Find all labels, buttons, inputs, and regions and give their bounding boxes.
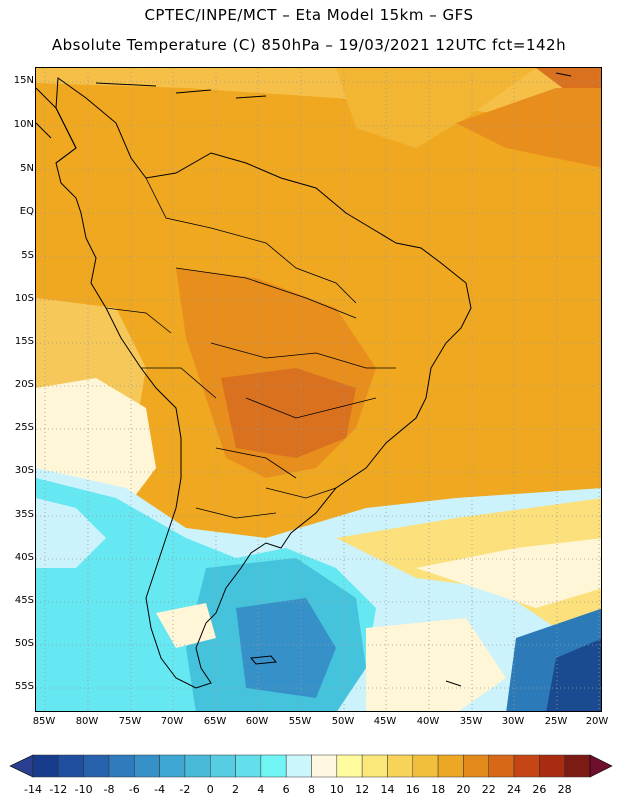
colorbar-swatch [387, 754, 414, 778]
colorbar-swatch [361, 754, 388, 778]
lon-label: 25W [544, 716, 568, 727]
colorbar-swatch [134, 754, 160, 778]
lat-label: 5N [20, 163, 34, 174]
colorbar-tick-label: 20 [456, 783, 471, 796]
colorbar-swatch [108, 754, 135, 778]
map-title-line1: CPTEC/INPE/MCT – Eta Model 15km – GFS [144, 6, 474, 24]
colorbar-swatch [437, 754, 464, 778]
colorbar-swatch [488, 754, 515, 778]
south-georgia [445, 680, 462, 687]
lat-label: 15N [13, 75, 34, 86]
temperature-map [35, 67, 602, 712]
field-cyan-pocket [36, 498, 106, 568]
lon-label: 85W [32, 716, 56, 727]
colorbar-swatch [260, 754, 287, 778]
field-pale-south [416, 538, 601, 608]
falkland-islands [250, 655, 277, 665]
lon-label: 65W [203, 716, 227, 727]
colorbar-tick-label: 16 [405, 783, 420, 796]
lat-label: 20S [14, 379, 34, 390]
colorbar-tick-label: -8 [103, 783, 115, 796]
lon-label: 30W [501, 716, 525, 727]
colorbar-swatch [539, 754, 565, 778]
map-title-line2: Absolute Temperature (C) 850hPa – 19/03/… [51, 36, 567, 54]
lon-label: 45W [373, 716, 397, 727]
colorbar-tick-label: 10 [329, 783, 344, 796]
field-hot-core [221, 368, 356, 458]
colorbar-tick-label: 2 [232, 783, 240, 796]
field-deepest-blue [546, 638, 601, 711]
lon-label: 35W [459, 716, 483, 727]
colorbar-swatch [209, 754, 236, 778]
colorbar-swatch [83, 754, 110, 778]
colorbar-tick-label: 24 [507, 783, 522, 796]
colorbar-tick-label: 0 [206, 783, 214, 796]
field-pale-se [366, 618, 506, 711]
colorbar-swatches [9, 754, 613, 778]
colorbar-tick-label: 4 [257, 783, 265, 796]
colorbar-swatch [285, 754, 312, 778]
colorbar-tick-label: 6 [282, 783, 290, 796]
lon-label: 40W [416, 716, 440, 727]
colorbar-swatch [32, 754, 59, 778]
colorbar-arrow-low [9, 754, 34, 778]
field-ne-dark [456, 88, 601, 168]
lon-label: 55W [288, 716, 312, 727]
colorbar-swatch [184, 754, 211, 778]
colorbar-swatch [412, 754, 439, 778]
colorbar-tick-label: 12 [355, 783, 370, 796]
colorbar-swatch [58, 754, 84, 778]
lat-label: EQ [19, 206, 34, 217]
lat-label: 10N [13, 119, 34, 130]
lon-label: 80W [75, 716, 99, 727]
lon-label: 60W [245, 716, 269, 727]
colorbar-swatch [336, 754, 363, 778]
colorbar-swatch [159, 754, 186, 778]
colorbar-tick-label: -6 [128, 783, 140, 796]
lat-label: 5S [21, 250, 34, 261]
lat-label: 55S [14, 681, 34, 692]
colorbar-swatch [564, 754, 591, 778]
colorbar-tick-label: -4 [154, 783, 166, 796]
colorbar-tick-label: -10 [74, 783, 93, 796]
colorbar-tick-label: 14 [380, 783, 395, 796]
lon-label: 70W [160, 716, 184, 727]
lon-label: 50W [331, 716, 355, 727]
lat-label: 15S [14, 336, 34, 347]
colorbar-tick-label: 22 [481, 783, 496, 796]
colorbar-tick-label: 28 [557, 783, 572, 796]
colorbar-swatch [513, 754, 540, 778]
country-borders [105, 177, 396, 519]
colorbar-tick-label: 26 [532, 783, 547, 796]
colorbar-tick-label: -2 [179, 783, 191, 796]
lat-label: 10S [14, 293, 34, 304]
lon-label: 20W [585, 716, 609, 727]
colorbar-swatch [311, 754, 338, 778]
lon-label: 75W [118, 716, 142, 727]
lat-label: 35S [14, 509, 34, 520]
field-blue-core [236, 598, 336, 698]
caribbean-islands [95, 72, 572, 99]
central-america-coastline [36, 87, 77, 164]
colorbar-tick-label: -12 [49, 783, 68, 796]
lat-label: 25S [14, 422, 34, 433]
colorbar-tick-label: 18 [431, 783, 446, 796]
colorbar-swatch [463, 754, 489, 778]
colorbar-swatch [235, 754, 262, 778]
colorbar-arrow-high [589, 754, 613, 778]
lat-label: 50S [14, 638, 34, 649]
south-america-coastline [55, 77, 472, 689]
graticule [36, 68, 601, 711]
lat-label: 40S [14, 552, 34, 563]
colorbar-tick-label: 8 [308, 783, 315, 796]
lat-label: 30S [14, 465, 34, 476]
lat-label: 45S [14, 595, 34, 606]
colorbar-tick-label: -14 [24, 783, 42, 796]
colorbar [0, 752, 618, 800]
